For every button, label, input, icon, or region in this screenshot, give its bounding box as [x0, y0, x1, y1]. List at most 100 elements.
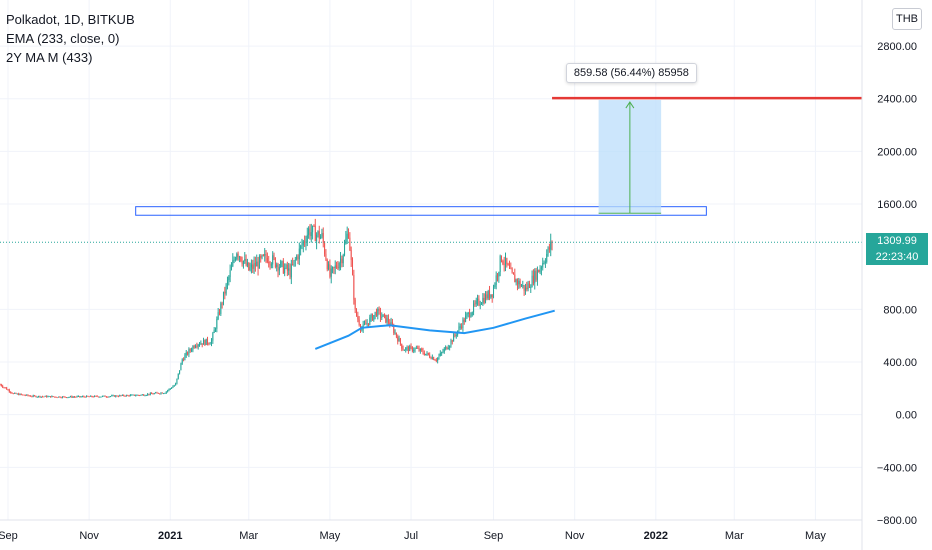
candle-body [249, 267, 251, 271]
candle-body [425, 353, 427, 355]
candle-body [542, 263, 544, 268]
candle-body [489, 290, 491, 298]
candle-body [403, 349, 405, 351]
candle-body [221, 303, 223, 305]
candle-body [204, 340, 206, 345]
candle-body [148, 393, 150, 395]
candle-body [229, 270, 231, 278]
candle-body [224, 291, 226, 294]
candle-body [64, 396, 66, 398]
candle-body [385, 314, 387, 323]
candle-body [285, 264, 287, 268]
candle-body [99, 396, 101, 398]
zone-rect [135, 206, 707, 216]
measure-tool[interactable] [598, 100, 662, 214]
candle-body [222, 291, 224, 304]
candle-body [342, 254, 344, 264]
candle-body [361, 329, 363, 331]
candle-body [402, 348, 404, 351]
candle-body [197, 344, 199, 347]
candle-body [313, 225, 315, 227]
candle-body [422, 350, 424, 354]
candle-body [155, 392, 157, 394]
x-axis[interactable]: Sep Nov 2021 Mar May Jul Sep Nov 2022 Mar May [0, 519, 862, 542]
candle-body [123, 394, 125, 396]
candle-body [43, 396, 45, 398]
candle-body [11, 392, 13, 394]
candle-body [216, 319, 218, 329]
candle-body [233, 259, 235, 261]
candle-body [23, 394, 25, 396]
candle-body [359, 325, 361, 330]
candle-body [467, 312, 469, 314]
grid [0, 0, 862, 521]
candle-body [341, 258, 343, 264]
candle-body [278, 266, 280, 271]
candle-body [522, 285, 524, 287]
candle-body [297, 256, 299, 260]
candle-body [449, 345, 451, 348]
candle-body [427, 352, 429, 355]
candle-body [139, 395, 141, 397]
symbol-title[interactable]: Polkadot, 1D, BITKUB [6, 12, 135, 27]
candle-body [52, 396, 54, 398]
candle-body [266, 258, 268, 263]
candle-body [479, 304, 481, 306]
candle-body [129, 394, 131, 396]
candle-body [504, 257, 506, 265]
candle-body [290, 264, 292, 278]
candle-body [108, 396, 110, 398]
candle-body [288, 268, 290, 271]
candle-body [477, 298, 479, 301]
candle-body [189, 349, 191, 351]
candle-body [409, 346, 411, 352]
candle-body [105, 396, 107, 398]
candle-body [544, 261, 546, 263]
candle-body [84, 396, 86, 398]
candle-body [27, 394, 29, 396]
candle-body [62, 396, 64, 398]
y-tick-label: 400.00 [883, 357, 917, 369]
candle-body [374, 311, 376, 316]
candle-body [471, 312, 473, 316]
candle-body [294, 259, 296, 261]
candle-body [238, 256, 240, 258]
candle-body [375, 311, 377, 316]
candle-body [144, 395, 146, 397]
candle-body [72, 396, 74, 398]
ema-polyline [314, 309, 555, 350]
candle-body [187, 352, 189, 355]
candle-body [497, 275, 499, 277]
candle-body [60, 397, 62, 399]
candle-body [55, 396, 57, 398]
last-price-badge: 1309.99 [866, 233, 928, 250]
indicator-ema[interactable]: EMA (233, close, 0) [6, 31, 120, 46]
candle-body [453, 334, 455, 342]
candle-body [309, 228, 311, 237]
candle-body [298, 248, 300, 260]
candle-body [418, 348, 420, 351]
y-axis[interactable]: 2800.00 2400.00 2000.00 1600.00 800.00 400.00… [861, 0, 917, 550]
candle-body [434, 359, 436, 361]
candle-body [59, 396, 61, 398]
candle-body [165, 391, 167, 394]
resistance-zone[interactable] [135, 206, 707, 216]
candle-body [77, 395, 79, 397]
candle-body [344, 243, 346, 255]
candle-body [498, 272, 500, 277]
candle-body [345, 238, 347, 244]
indicator-2y-ma[interactable]: 2Y MA M (433) [6, 50, 93, 65]
candle-body [381, 316, 383, 318]
candle-body [508, 265, 510, 269]
y-tick-label: −800.00 [877, 515, 917, 527]
candle-body [534, 270, 536, 284]
candle-body [501, 255, 503, 261]
candle-body [207, 338, 209, 344]
currency-button[interactable]: THB [892, 8, 922, 30]
candle-body [250, 264, 252, 268]
candle-body [136, 394, 138, 396]
candle-body [63, 396, 65, 398]
candle-body [160, 392, 162, 394]
